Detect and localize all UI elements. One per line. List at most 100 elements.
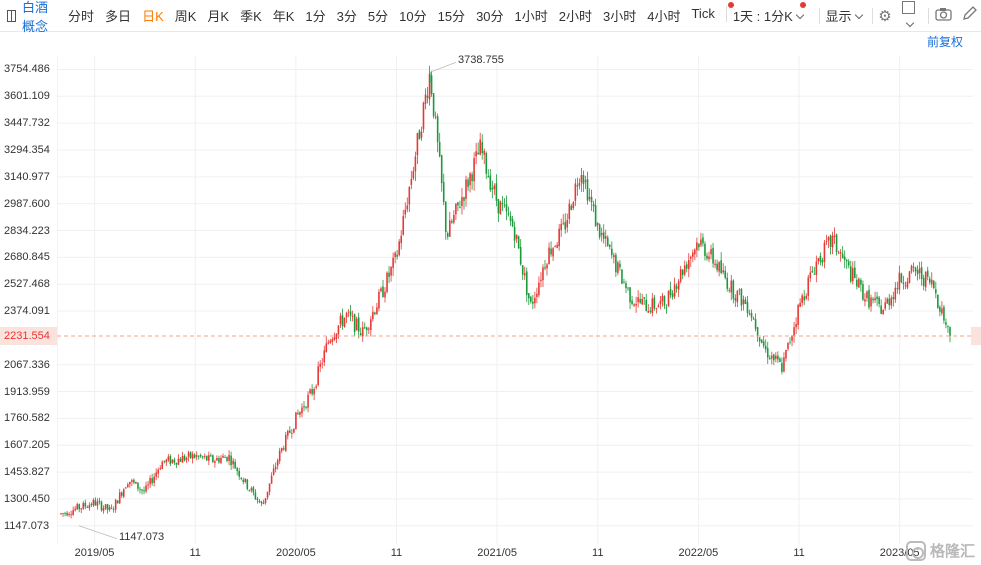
candle-body bbox=[424, 94, 427, 104]
period-tab[interactable]: 年K bbox=[272, 9, 295, 24]
rect-icon[interactable] bbox=[901, 0, 919, 33]
period-tab[interactable]: 1小时 bbox=[514, 9, 548, 24]
candle-body bbox=[355, 318, 358, 331]
y-tick-label: 1300.450 bbox=[4, 492, 50, 505]
candle-body bbox=[639, 298, 641, 303]
candle-body bbox=[556, 244, 558, 248]
x-tick-label: 11 bbox=[189, 547, 201, 559]
candle-body bbox=[803, 296, 805, 301]
candle-body bbox=[811, 270, 814, 273]
period-tab[interactable]: 3分 bbox=[336, 9, 357, 24]
candle-body bbox=[558, 228, 560, 247]
candle-body bbox=[734, 298, 737, 301]
candle-body bbox=[108, 507, 111, 510]
period-tab[interactable]: 季K bbox=[240, 9, 262, 24]
candle-body bbox=[637, 297, 639, 303]
candlestick-chart[interactable] bbox=[57, 56, 973, 544]
candle-body bbox=[64, 512, 66, 514]
candle-body bbox=[139, 488, 141, 490]
candle-body bbox=[538, 282, 540, 296]
candle-body bbox=[226, 456, 228, 461]
candle-body bbox=[301, 407, 303, 414]
candle-body bbox=[408, 187, 411, 205]
candle-body bbox=[783, 357, 785, 372]
y-tick-label: 3447.732 bbox=[4, 117, 50, 130]
period-tab[interactable]: 1分 bbox=[305, 9, 326, 24]
y-tick-label: 3294.354 bbox=[4, 143, 50, 156]
candle-body bbox=[222, 455, 224, 458]
candle-body bbox=[726, 277, 729, 289]
period-tab[interactable]: 2小时 bbox=[558, 9, 592, 24]
x-tick-label: 2020/05 bbox=[275, 547, 316, 559]
adjust-mode-label[interactable]: 前复权 bbox=[926, 35, 963, 49]
candle-body bbox=[333, 337, 336, 340]
candle-body bbox=[683, 265, 686, 275]
candle-body bbox=[779, 358, 781, 363]
candle-body bbox=[807, 277, 810, 297]
candle-body bbox=[570, 205, 573, 210]
candle-body bbox=[234, 461, 236, 469]
candle-body bbox=[185, 457, 188, 460]
candle-body bbox=[396, 254, 398, 257]
candle-body bbox=[250, 488, 253, 491]
candle-body bbox=[781, 363, 783, 373]
period-tab[interactable]: 4小时 bbox=[647, 9, 681, 24]
interval-dropdown[interactable]: 1天 : 1分K bbox=[727, 2, 806, 25]
period-tab[interactable]: 10分 bbox=[399, 9, 427, 24]
candle-body bbox=[631, 300, 633, 304]
candle-body bbox=[404, 209, 407, 215]
candle-body bbox=[446, 233, 449, 237]
candle-body bbox=[337, 325, 340, 335]
candle-body bbox=[617, 262, 619, 273]
period-tab[interactable]: 5分 bbox=[367, 9, 389, 24]
candle-body bbox=[845, 259, 848, 262]
candle-body bbox=[120, 492, 123, 496]
candle-body bbox=[210, 455, 212, 457]
period-tab[interactable]: 日K bbox=[142, 9, 164, 24]
candle-body bbox=[819, 255, 822, 262]
candle-body bbox=[645, 299, 648, 312]
candle-body bbox=[319, 363, 322, 367]
period-tab[interactable]: 月K bbox=[207, 9, 230, 24]
gear-icon[interactable]: ⚙ bbox=[878, 7, 892, 25]
period-tab[interactable]: 多日 bbox=[105, 9, 132, 24]
divider bbox=[928, 7, 929, 24]
interval-dropdown-label: 1天 : 1分K bbox=[732, 9, 793, 24]
candle-body bbox=[264, 498, 267, 503]
camera-icon[interactable] bbox=[935, 7, 952, 25]
candle-body bbox=[477, 152, 479, 155]
candle-body bbox=[426, 95, 429, 98]
x-tick-label: 2021/05 bbox=[477, 547, 517, 559]
candle-body bbox=[736, 290, 739, 303]
candle-body bbox=[864, 299, 866, 302]
candle-body bbox=[708, 256, 710, 260]
candle-body bbox=[519, 246, 522, 265]
candle-body bbox=[193, 454, 196, 458]
period-tab[interactable]: 分时 bbox=[68, 9, 95, 24]
candle-body bbox=[74, 508, 76, 511]
period-tab[interactable]: 15分 bbox=[437, 9, 466, 24]
current-price-tag: 2231.554 bbox=[0, 326, 57, 345]
candle-body bbox=[303, 406, 305, 408]
candle-body bbox=[789, 341, 791, 343]
candle-body bbox=[777, 355, 779, 360]
candle-body bbox=[580, 174, 583, 183]
candle-body bbox=[876, 296, 878, 300]
candle-body bbox=[649, 310, 652, 312]
candle-body bbox=[896, 288, 899, 289]
candle-body bbox=[440, 155, 443, 184]
period-tab[interactable]: 30分 bbox=[476, 9, 504, 24]
period-tab[interactable]: 周K bbox=[174, 9, 197, 24]
candle-body bbox=[386, 272, 388, 293]
candle-body bbox=[398, 241, 400, 256]
candle-body bbox=[147, 484, 149, 486]
instrument-name[interactable]: 白酒概念 bbox=[21, 0, 48, 34]
candle-body bbox=[681, 269, 684, 276]
candle-body bbox=[232, 460, 234, 465]
panel-toggle-icon[interactable] bbox=[7, 9, 16, 22]
period-tab[interactable]: 3小时 bbox=[603, 9, 637, 24]
display-dropdown[interactable]: 显示 bbox=[825, 6, 863, 25]
pencil-icon[interactable] bbox=[962, 6, 977, 25]
candle-body bbox=[926, 270, 929, 277]
period-tab[interactable]: Tick bbox=[691, 6, 715, 21]
